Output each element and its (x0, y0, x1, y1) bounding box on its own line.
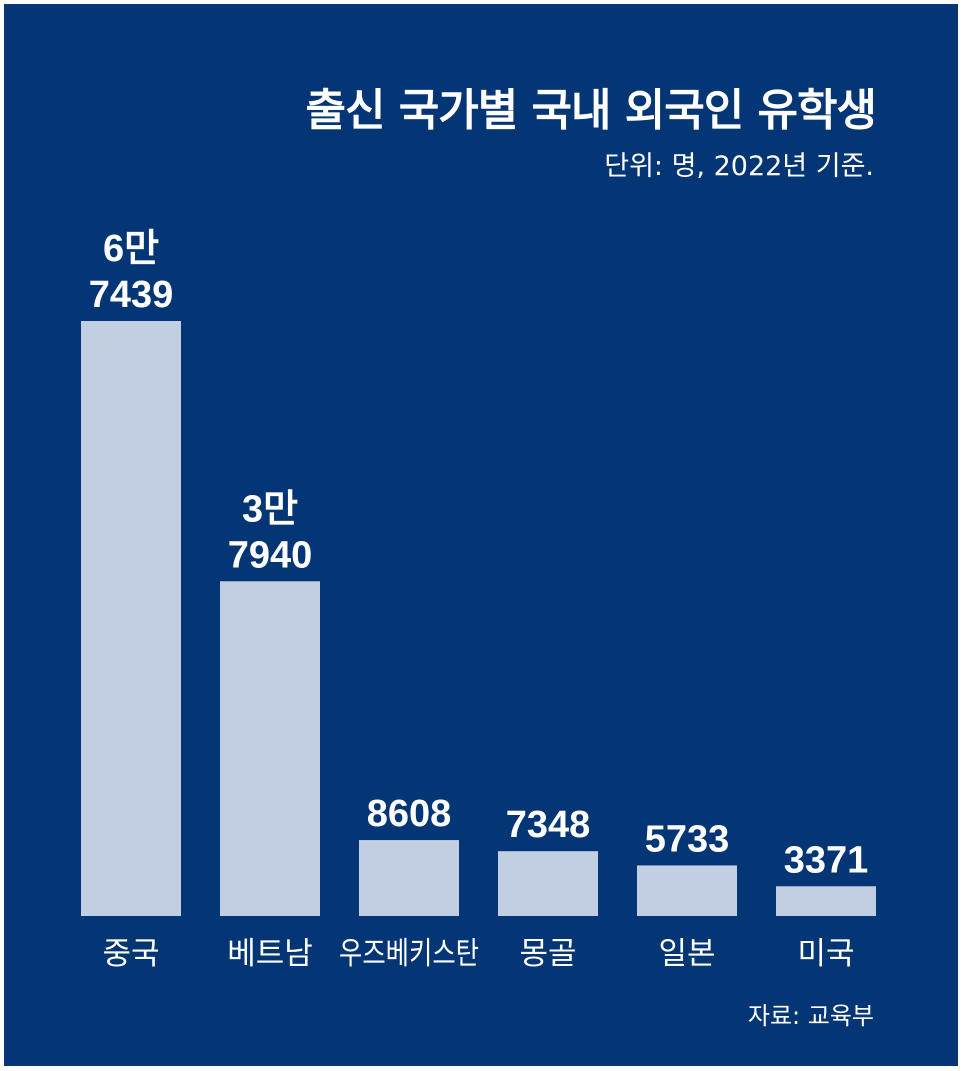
value-label-2-0: 8608 (367, 793, 452, 835)
bar-1 (220, 581, 320, 916)
bar-5 (776, 886, 876, 916)
category-label-5: 미국 (797, 936, 854, 972)
value-label-3-0: 7348 (506, 804, 591, 846)
value-label-4-0: 5733 (645, 818, 730, 860)
value-label-5-0: 3371 (784, 839, 869, 881)
value-label-0-0: 6만 (103, 228, 159, 270)
chart-source: 자료: 교육부 (747, 1002, 874, 1030)
category-label-2: 우즈베키스탄 (339, 936, 479, 972)
bar-0 (81, 321, 181, 916)
bar-4 (637, 865, 737, 916)
category-label-3: 몽골 (519, 936, 576, 972)
bar-3 (498, 851, 598, 916)
value-label-1-1: 7940 (228, 534, 313, 576)
value-label-0-1: 7439 (89, 274, 174, 316)
category-label-1: 베트남 (227, 936, 313, 972)
category-label-4: 일본 (658, 936, 715, 972)
value-label-1-0: 3만 (242, 488, 298, 530)
chart-subtitle: 단위: 명, 2022년 기준. (604, 151, 874, 182)
bar-2 (359, 840, 459, 916)
category-label-0: 중국 (102, 936, 159, 972)
chart-title: 출신 국가별 국내 외국인 유학생 (305, 85, 877, 136)
